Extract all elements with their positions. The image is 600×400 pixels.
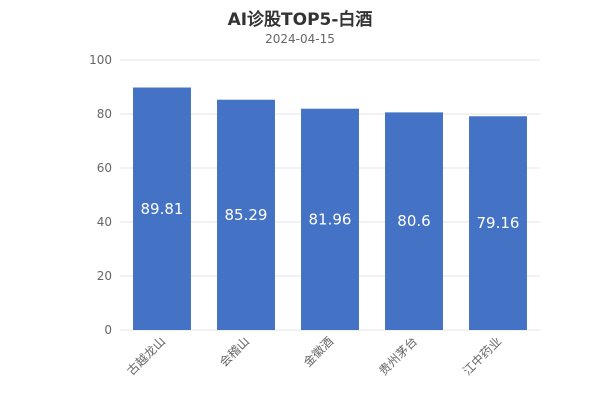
category-label: 江中药业: [460, 334, 505, 379]
category-label: 会稽山: [216, 334, 252, 370]
data-label: 81.96: [309, 210, 352, 228]
category-label: 金徽酒: [300, 334, 336, 370]
bar: [385, 112, 443, 330]
y-tick-label: 0: [104, 323, 112, 337]
bar: [469, 116, 527, 330]
bar: [133, 87, 191, 330]
bar: [217, 99, 275, 330]
category-label: 古越龙山: [124, 334, 169, 379]
bar: [301, 108, 359, 330]
data-label: 80.6: [397, 212, 430, 230]
y-tick-label: 80: [97, 107, 112, 121]
chart-subtitle: 2024-04-15: [265, 32, 335, 46]
data-label: 89.81: [141, 200, 184, 218]
y-tick-label: 100: [89, 53, 112, 67]
data-label: 79.16: [477, 214, 520, 232]
y-tick-label: 60: [97, 161, 112, 175]
chart-title: AI诊股TOP5-白酒: [227, 10, 373, 30]
y-tick-label: 40: [97, 215, 112, 229]
data-label: 85.29: [225, 206, 268, 224]
y-tick-label: 20: [97, 269, 112, 283]
category-label: 贵州茅台: [376, 334, 421, 379]
